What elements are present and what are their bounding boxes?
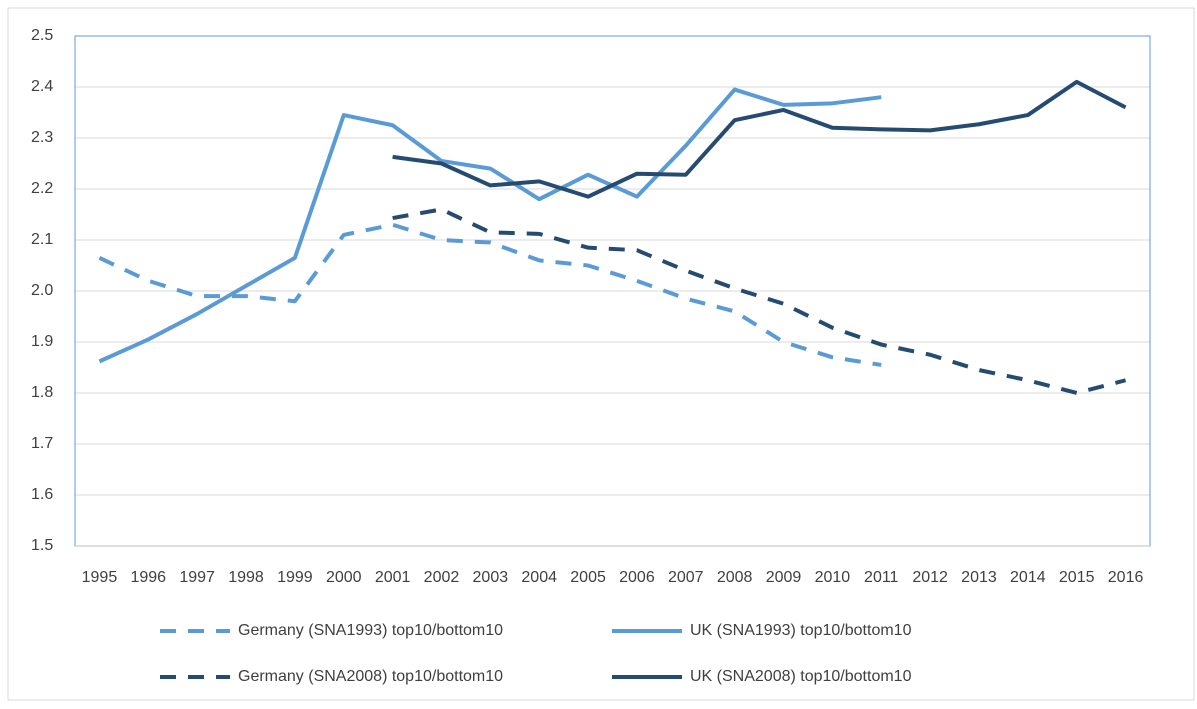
legend-label: UK (SNA1993) top10/bottom10 — [690, 622, 912, 639]
x-tick-label: 2014 — [1010, 569, 1046, 586]
x-tick-label: 1995 — [82, 569, 118, 586]
y-tick-label: 2.4 — [31, 78, 53, 95]
y-tick-label: 1.7 — [31, 435, 53, 452]
legend-label: UK (SNA2008) top10/bottom10 — [690, 668, 912, 685]
legend-label: Germany (SNA2008) top10/bottom10 — [238, 668, 503, 685]
x-tick-label: 2003 — [473, 569, 509, 586]
series-line — [392, 79, 1127, 199]
x-tick-label: 1998 — [228, 569, 264, 586]
x-tick-label: 2001 — [375, 569, 411, 586]
series-line — [98, 87, 882, 364]
x-tick-label: 1996 — [130, 569, 166, 586]
y-tick-label: 2.1 — [31, 231, 53, 248]
y-tick-label: 1.5 — [31, 537, 53, 554]
x-tick-label: 2000 — [326, 569, 362, 586]
y-tick-label: 2.3 — [31, 129, 53, 146]
y-tick-label: 2.5 — [31, 27, 53, 44]
x-tick-label: 2007 — [668, 569, 704, 586]
x-tick-label: 2016 — [1108, 569, 1144, 586]
y-tick-label: 2.2 — [31, 180, 53, 197]
x-tick-label: 2012 — [912, 569, 948, 586]
series-line — [98, 222, 882, 367]
x-tick-label: 1997 — [179, 569, 215, 586]
y-tick-label: 1.9 — [31, 333, 53, 350]
y-tick-label: 2.0 — [31, 282, 53, 299]
x-tick-label: 2010 — [815, 569, 851, 586]
x-tick-label: 2005 — [570, 569, 606, 586]
y-tick-label: 1.8 — [31, 384, 53, 401]
legend-label: Germany (SNA1993) top10/bottom10 — [238, 622, 503, 639]
x-tick-label: 2013 — [961, 569, 997, 586]
x-tick-label: 2002 — [424, 569, 460, 586]
chart-border — [7, 7, 1195, 701]
x-tick-label: 2009 — [766, 569, 802, 586]
x-tick-label: 2006 — [619, 569, 655, 586]
x-tick-label: 1999 — [277, 569, 313, 586]
x-tick-label: 2011 — [864, 569, 899, 586]
x-tick-label: 2015 — [1059, 569, 1095, 586]
x-tick-label: 2008 — [717, 569, 753, 586]
y-tick-label: 1.6 — [31, 486, 53, 503]
x-tick-label: 2004 — [521, 569, 557, 586]
